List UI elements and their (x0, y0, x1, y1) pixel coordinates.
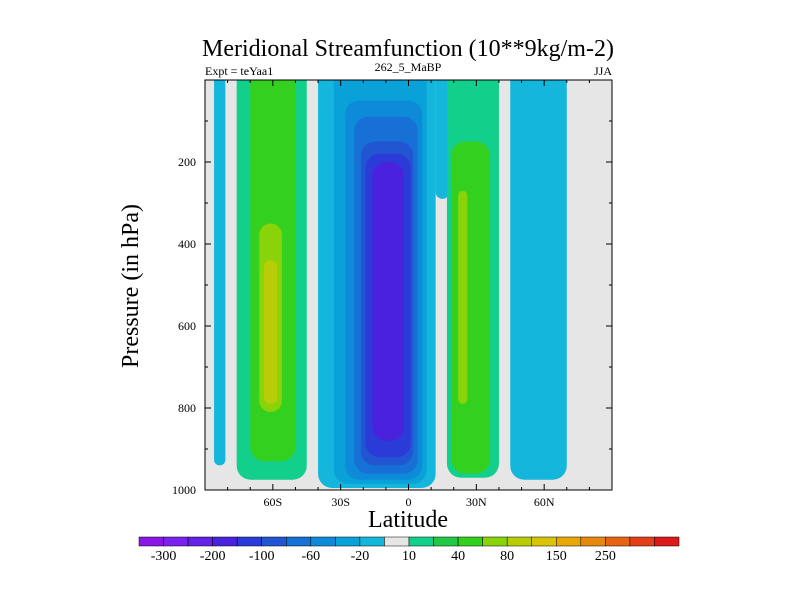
colorbar-label: 40 (451, 549, 465, 564)
x-tick-label: 30N (466, 495, 487, 509)
contour-region-sh-ferrel-max (263, 260, 278, 404)
colorbar-swatch (506, 536, 532, 547)
x-tick-label: 0 (406, 495, 412, 509)
colorbar-swatch (408, 536, 434, 547)
colorbar-swatch (310, 536, 336, 547)
colorbar-label: -200 (200, 549, 226, 564)
colorbar-label: -300 (151, 549, 177, 564)
y-tick-label: 400 (178, 237, 196, 251)
contour-region-nh-high-lat-light-blue (510, 80, 567, 480)
y-axis-label: Pressure (in hPa) (118, 204, 144, 368)
x-tick-label: 30S (331, 495, 350, 509)
colorbar-label: 10 (402, 549, 416, 564)
colorbar-swatch (433, 536, 459, 547)
colorbar-swatch (236, 536, 262, 547)
colorbar-swatch (187, 536, 213, 547)
contour-region-nh-ferrel-yellow-green (458, 190, 468, 404)
time-label: 262_5_MaBP (375, 60, 442, 74)
experiment-label: Expt = teYaa1 (205, 64, 273, 78)
colorbar-swatch (457, 536, 483, 547)
contour-region-nh-ferrel-green (451, 141, 490, 474)
colorbar-swatch (605, 536, 631, 547)
contour-region-hadley-core-indigo (372, 162, 404, 441)
y-tick-label: 1000 (172, 483, 196, 497)
x-axis-ticks: 60S 30S 0 30N 60N (227, 80, 590, 509)
colorbar-label: 80 (500, 549, 514, 564)
colorbar-swatch (212, 536, 238, 547)
colorbar: -300 -200 -100 -60 -20 10 40 80 150 250 (138, 536, 680, 564)
colorbar-swatch (654, 536, 680, 547)
colorbar-swatch (556, 536, 582, 547)
contour-region-sh-high-lat-light-blue (214, 80, 226, 466)
colorbar-swatch (359, 536, 385, 547)
colorbar-swatch (482, 536, 508, 547)
x-axis-label: Latitude (368, 507, 448, 533)
colorbar-swatch (261, 536, 287, 547)
contour-fill-layer (214, 80, 567, 488)
colorbar-swatch (531, 536, 557, 547)
y-tick-label: 600 (178, 319, 196, 333)
colorbar-swatch (580, 536, 606, 547)
y-tick-label: 200 (178, 155, 196, 169)
colorbar-swatch (163, 536, 189, 547)
colorbar-label: -100 (249, 549, 275, 564)
colorbar-swatch (335, 536, 361, 547)
y-tick-label: 800 (178, 401, 196, 415)
colorbar-swatch (384, 536, 410, 547)
colorbar-label: -60 (301, 549, 320, 564)
y-axis-ticks: 200 400 600 800 1000 (172, 120, 612, 497)
colorbar-swatch (138, 536, 164, 547)
chart-title: Meridional Streamfunction (10**9kg/m-2) (202, 36, 614, 62)
x-tick-label: 60N (534, 495, 555, 509)
colorbar-swatch (629, 536, 655, 547)
season-label: JJA (594, 64, 612, 78)
colorbar-label: 250 (595, 549, 616, 564)
contour-region-nh-subtropics-light-blue (435, 80, 450, 199)
x-tick-label: 60S (263, 495, 282, 509)
colorbar-swatch (286, 536, 312, 547)
colorbar-label: 150 (546, 549, 567, 564)
colorbar-label: -20 (351, 549, 370, 564)
